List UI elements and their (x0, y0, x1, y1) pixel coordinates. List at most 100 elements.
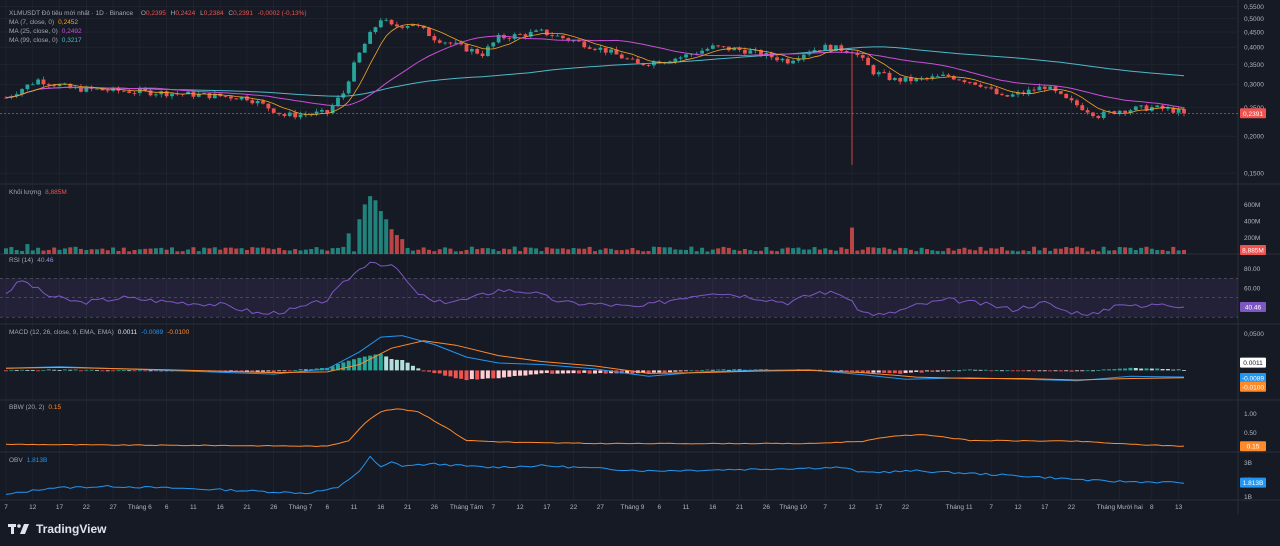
macd-histogram-bar (983, 369, 988, 371)
candle (68, 83, 73, 89)
macd-histogram-bar (335, 364, 340, 371)
volume-bar (657, 246, 662, 254)
volume-legend[interactable]: Khối lượng 8,885M (9, 188, 67, 197)
macd-legend[interactable]: MACD (12, 26, close, 9, EMA, EMA) 0.0011-… (9, 328, 189, 337)
candle (1048, 86, 1053, 89)
macd-histogram-bar (625, 370, 630, 374)
volume-tick: 400M (1244, 218, 1260, 225)
candle (1123, 110, 1127, 113)
macd-histogram-bar (999, 370, 1004, 372)
volume-bar (443, 247, 448, 254)
price-tick: 0,2000 (1244, 134, 1264, 141)
macd-histogram-bar (485, 370, 490, 379)
candle (609, 49, 613, 53)
volume-bar (314, 247, 319, 254)
obv-label: OBV (9, 457, 23, 464)
candle (1005, 95, 1010, 97)
last-price-badge-bg (1240, 108, 1266, 119)
macd-histogram-bar (967, 369, 972, 371)
candle (453, 42, 458, 44)
candle (737, 47, 742, 50)
volume-bar (218, 249, 223, 254)
macd-line-badge: -0.0089 (1242, 375, 1264, 382)
tradingview-logo[interactable]: TradingView (8, 522, 106, 536)
candle (785, 58, 790, 64)
candle (95, 88, 99, 90)
macd-histogram-bar (1064, 370, 1069, 372)
candle (989, 87, 994, 89)
x-axis-tick: 17 (1041, 504, 1049, 511)
candle (36, 79, 41, 85)
macd-histogram-bar (908, 370, 913, 373)
volume-bar (1053, 248, 1058, 254)
macd-histogram-bar (287, 370, 292, 372)
macd-histogram-bar (550, 370, 555, 374)
ma25-legend[interactable]: MA (25, close, 0) 0,2492 (9, 27, 82, 36)
candle (1010, 94, 1015, 97)
obv-tick: 1B (1244, 494, 1252, 501)
bbw-tick: 0.50 (1244, 430, 1257, 437)
macd-histogram-bar (534, 370, 539, 375)
candle (266, 103, 271, 109)
ma7-legend[interactable]: MA (7, close, 0) 0,2452 (9, 18, 78, 27)
candle (496, 34, 501, 43)
volume-bar (448, 248, 453, 254)
candle (261, 100, 265, 104)
rsi-legend[interactable]: RSI (14) 40.46 (9, 256, 53, 265)
candle (689, 54, 694, 55)
candle (684, 54, 688, 58)
candle (1128, 110, 1133, 113)
candle (1166, 107, 1170, 109)
macd-histogram-bar (1042, 370, 1047, 372)
volume-bar (78, 248, 83, 254)
candle (250, 100, 255, 104)
candle (844, 50, 849, 53)
x-axis-tick: 17 (543, 504, 551, 511)
candle (378, 20, 383, 28)
volume-bar (1085, 251, 1090, 254)
candle (1155, 105, 1160, 108)
x-axis-tick: 13 (1175, 504, 1183, 511)
volume-bar (560, 248, 565, 254)
volume-bar (544, 247, 549, 254)
candle (20, 89, 24, 95)
volume-bar (550, 248, 555, 254)
volume-bar (935, 250, 940, 254)
candle (202, 93, 207, 94)
volume-bar (855, 250, 860, 254)
candle (1171, 107, 1176, 113)
volume-bar (882, 247, 887, 254)
bbw-legend[interactable]: BBW (20, 2) 0.15 (9, 403, 61, 412)
macd-histogram-bar (914, 370, 919, 372)
rsi-badge-bg (1240, 301, 1266, 312)
x-axis-tick: 26 (763, 504, 771, 511)
macd-histogram-bar (148, 370, 153, 372)
obv-legend[interactable]: OBV 1.813B (9, 456, 47, 465)
volume-bar (346, 233, 351, 254)
candle (389, 19, 394, 25)
volume-bar (630, 247, 635, 254)
macd-histogram-bar (330, 366, 335, 371)
volume-bar (598, 249, 603, 254)
volume-bar (716, 248, 721, 254)
volume-bar (892, 250, 897, 254)
volume-bar (662, 247, 667, 254)
candle (1075, 100, 1079, 106)
ma99-legend[interactable]: MA (99, close, 0) 0,3217 (9, 36, 82, 45)
macd-histogram-bar (30, 370, 35, 371)
price-tick: 0,4500 (1244, 30, 1264, 37)
macd-histogram-bar (694, 370, 699, 372)
volume-bar (678, 249, 683, 254)
volume-bar (277, 247, 282, 254)
volume-bar (1064, 247, 1069, 254)
volume-bar (919, 247, 924, 254)
volume-bar (625, 249, 630, 254)
volume-bar (983, 250, 988, 254)
volume-bar (137, 249, 142, 254)
volume-bar (20, 251, 25, 254)
macd-histogram-bar (57, 370, 62, 371)
volume-bar (68, 247, 73, 254)
candle (175, 93, 180, 95)
macd-histogram-bar (630, 370, 635, 374)
